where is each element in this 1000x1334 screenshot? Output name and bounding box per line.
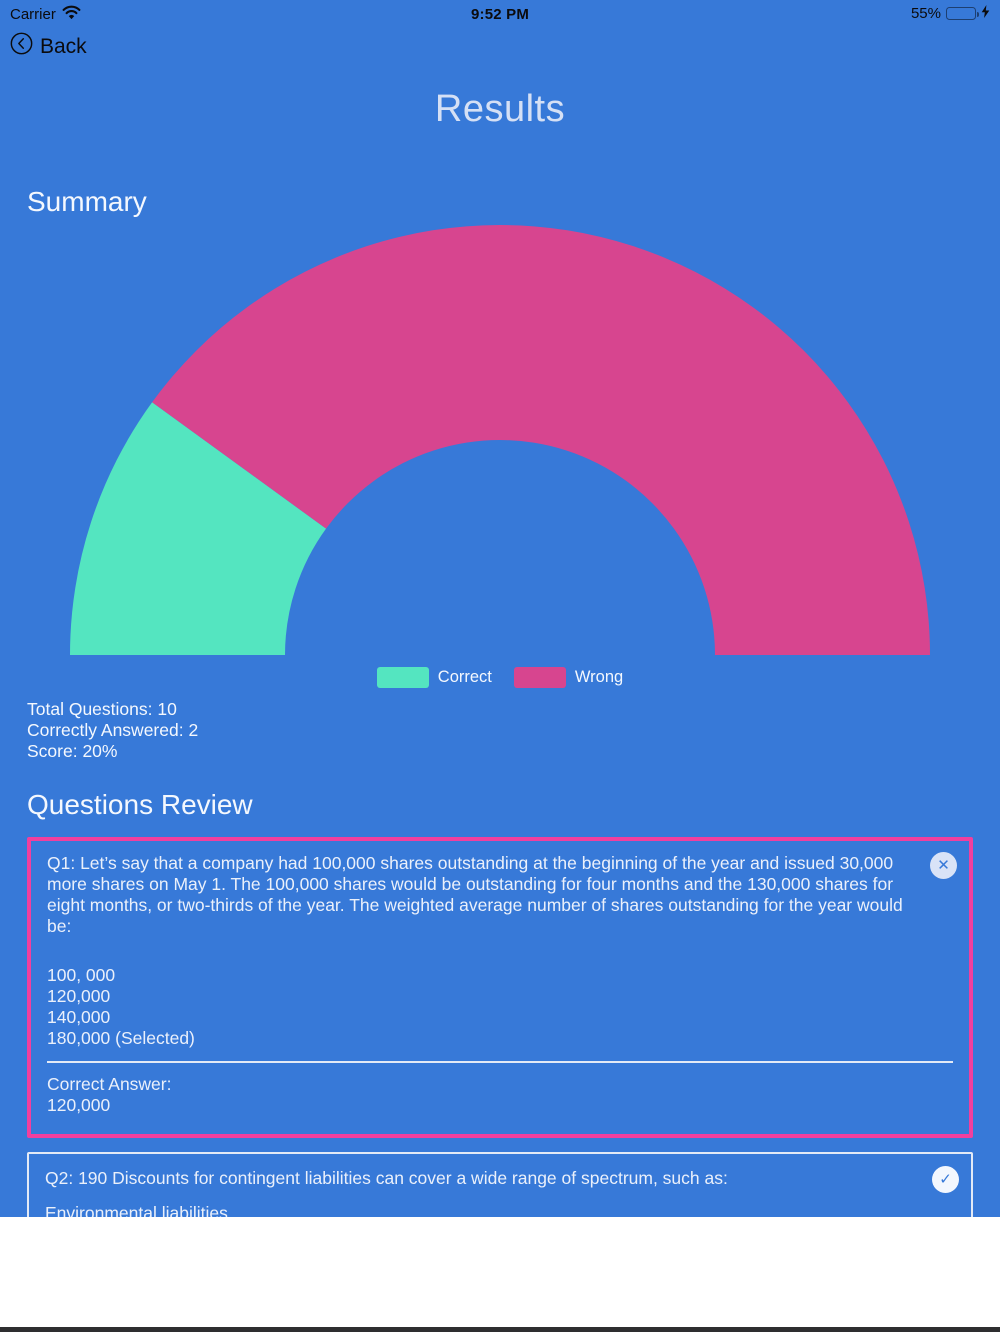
back-chevron-icon xyxy=(10,32,33,61)
answer-option: 100, 000 xyxy=(47,965,116,985)
home-indicator xyxy=(0,1327,1000,1332)
gauge-segment-wrong xyxy=(152,224,931,655)
wrong-swatch xyxy=(513,667,566,688)
answer-option-selected: 180,000 (Selected) xyxy=(47,1028,195,1048)
stat-score: Score: 20% xyxy=(27,741,118,761)
answer-option: Environmental liabilities xyxy=(45,1203,228,1217)
score-gauge-chart xyxy=(0,224,1000,656)
question-text: Q2: 190 Discounts for contingent liabili… xyxy=(45,1168,728,1188)
summary-stats: Total Questions: 10 Correctly Answered: … xyxy=(27,699,198,762)
wrong-answer-icon: ✕ xyxy=(930,852,957,879)
question-text: Q1: Let’s say that a company had 100,000… xyxy=(47,853,903,936)
correct-answer-value: 120,000 xyxy=(47,1095,111,1115)
carrier-label: Carrier xyxy=(10,5,56,23)
legend-item-wrong: Wrong xyxy=(513,667,624,688)
legend-label-correct: Correct xyxy=(437,668,492,686)
wifi-icon xyxy=(62,5,81,23)
questions-review-heading: Questions Review xyxy=(27,789,253,820)
page-title: Results xyxy=(434,88,566,130)
charging-bolt-icon xyxy=(981,5,990,22)
clock: 9:52 PM xyxy=(470,6,530,23)
status-bar: Carrier 9:52 PM 55% xyxy=(0,0,1000,30)
battery-icon xyxy=(946,7,979,20)
answer-option: 120,000 xyxy=(47,986,111,1006)
question-card-q1: ✕ Q1: Let’s say that a company had 100,0… xyxy=(27,837,973,1138)
chart-legend: Correct Wrong xyxy=(0,667,1000,688)
gauge-segment-correct xyxy=(70,402,327,655)
stat-total-questions: Total Questions: 10 xyxy=(27,699,177,719)
correct-answer-label: Correct Answer: xyxy=(47,1074,172,1094)
answer-option: 140,000 xyxy=(47,1007,111,1027)
summary-heading: Summary xyxy=(27,186,147,217)
battery-percent: 55% xyxy=(910,5,941,22)
scroll-content: Carrier 9:52 PM 55% xyxy=(0,0,1000,1217)
back-button[interactable]: Back xyxy=(10,32,87,61)
divider xyxy=(47,1061,953,1063)
question-card-q2: ✓ Q2: 190 Discounts for contingent liabi… xyxy=(27,1152,973,1217)
back-label: Back xyxy=(40,34,87,58)
correct-swatch xyxy=(376,667,429,688)
correct-answer-icon: ✓ xyxy=(932,1166,959,1193)
legend-label-wrong: Wrong xyxy=(574,668,624,686)
legend-item-correct: Correct xyxy=(376,667,492,688)
stat-correctly-answered: Correctly Answered: 2 xyxy=(27,720,199,740)
